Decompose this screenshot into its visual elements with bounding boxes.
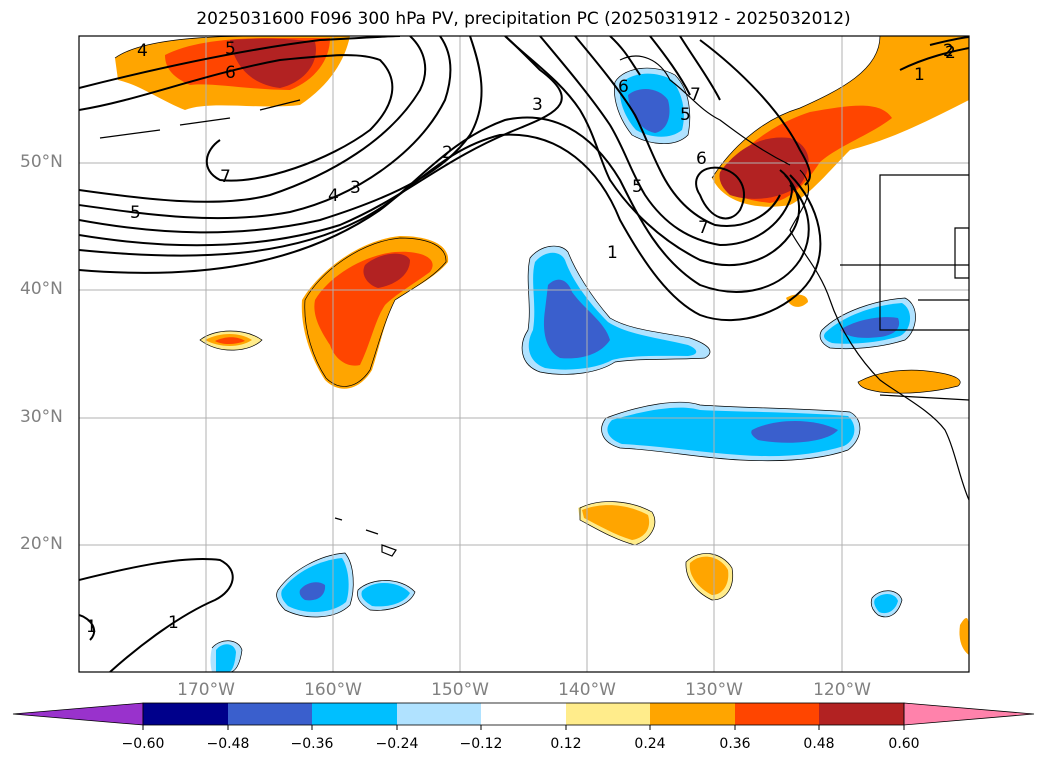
contour-label: 3 [350, 178, 361, 198]
lat-label-50n: 50°N [20, 152, 63, 172]
colorbar-tick-label: 0.36 [719, 736, 751, 752]
colorbar-tick-label: 0.60 [888, 736, 920, 752]
lat-label-40n: 40°N [20, 279, 63, 299]
lon-label-120w: 120°W [813, 680, 871, 700]
contour-label: 4 [328, 186, 339, 206]
colorbar-tick-label: −0.60 [121, 736, 165, 752]
contour-label: 7 [698, 218, 709, 238]
anomaly-outlines [114, 36, 961, 672]
lon-label-170w: 170°W [177, 680, 235, 700]
contour-label: 2 [442, 143, 453, 163]
colorbar-bin [143, 703, 228, 725]
lat-label-30n: 30°N [20, 407, 63, 427]
lon-label-160w: 160°W [304, 680, 362, 700]
pv-contours [79, 36, 969, 672]
contour-label: 1 [607, 243, 618, 263]
colorbar-bin [566, 703, 650, 725]
contour-label: 7 [690, 85, 701, 105]
colorbar-bin [481, 703, 566, 725]
colorbar-tick-label: 0.12 [550, 736, 582, 752]
contour-label: 2 [943, 41, 954, 61]
contour-label: 4 [137, 41, 148, 61]
contour-label: 1 [86, 617, 97, 637]
lat-label-20n: 20°N [20, 534, 63, 554]
colorbar-tick-label: −0.24 [375, 736, 419, 752]
contour-label: 5 [680, 105, 691, 125]
colorbar-bin [397, 703, 481, 725]
colorbar-over-arrow [903, 702, 1035, 726]
colorbar-bin [650, 703, 735, 725]
precip-negative-anomaly [210, 68, 916, 672]
contour-label: 5 [130, 203, 141, 223]
contour-label: 1 [914, 65, 925, 85]
contour-label: 2 [945, 43, 956, 63]
precip-positive-anomaly [115, 36, 969, 655]
colorbar-bin [228, 703, 312, 725]
lon-label-150w: 150°W [431, 680, 489, 700]
contour-label: 6 [696, 149, 707, 169]
colorbar-bin [819, 703, 904, 725]
map-frame [78, 35, 970, 673]
colorbar-bin [312, 703, 397, 725]
contour-label: 3 [532, 95, 543, 115]
lon-label-140w: 140°W [558, 680, 616, 700]
contour-label: 7 [220, 167, 231, 187]
colorbar-tick-label: 0.24 [634, 736, 666, 752]
contour-label-group: 4 5 6 7 2 3 4 5 3 2 1 6 5 7 6 5 7 1 2 1 … [86, 39, 956, 637]
map-title: 2025031600 F096 300 hPa PV, precipitatio… [196, 9, 851, 29]
colorbar-tick-label: −0.48 [206, 736, 250, 752]
colorbar-tick-label: 0.48 [803, 736, 835, 752]
graticule [79, 36, 969, 672]
lon-label-130w: 130°W [685, 680, 743, 700]
contour-label: 5 [632, 177, 643, 197]
colorbar [12, 702, 1035, 730]
colorbar-tick-label: −0.36 [290, 736, 334, 752]
contour-label: 1 [168, 613, 179, 633]
colorbar-bin [735, 703, 819, 725]
coastlines [99, 55, 969, 557]
colorbar-under-arrow [12, 702, 144, 726]
colorbar-tick-label: −0.12 [459, 736, 503, 752]
contour-label: 5 [225, 39, 236, 59]
contour-label: 6 [225, 63, 236, 83]
contour-label: 6 [618, 77, 629, 97]
